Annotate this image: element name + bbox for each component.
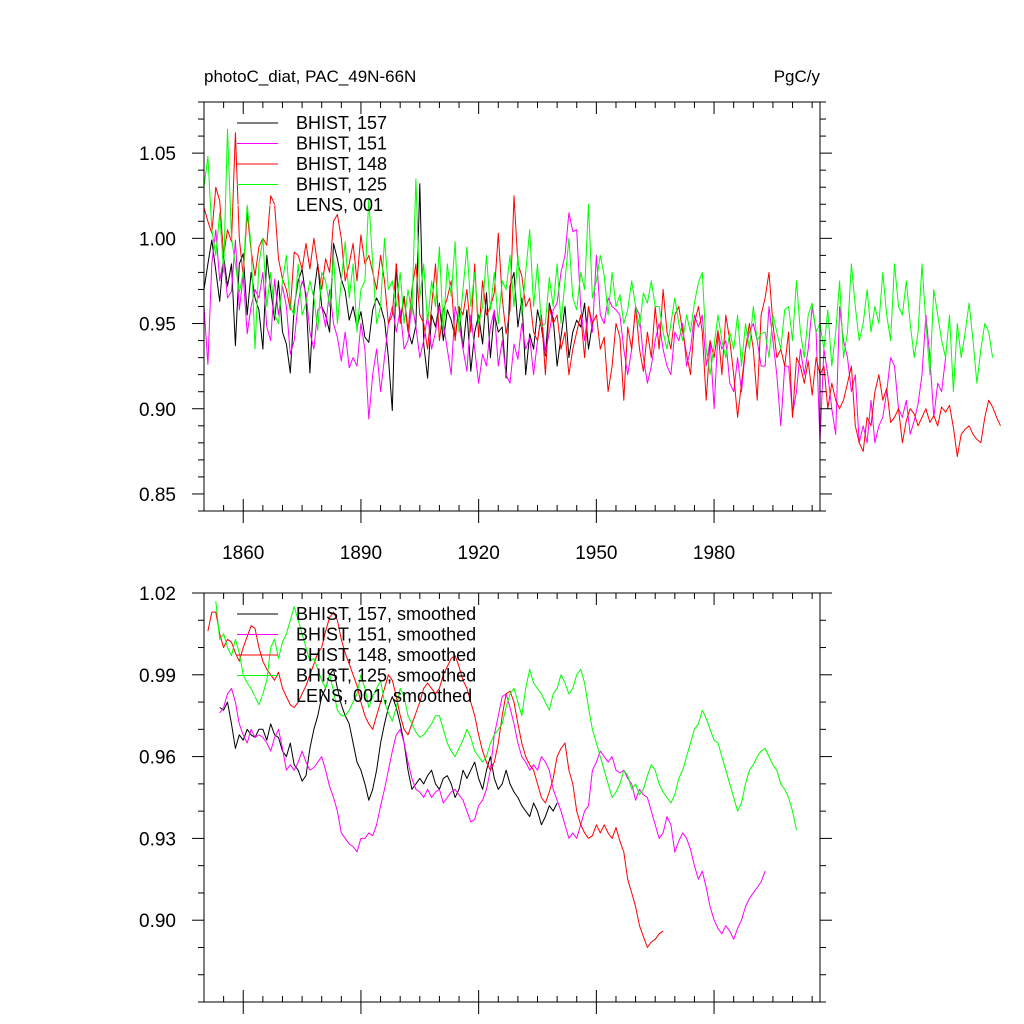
bottom-panel-frame	[203, 592, 821, 1003]
y-tick-label: 0.95	[139, 315, 176, 336]
series-line-3	[207, 611, 664, 948]
legend-label-2: BHIST, 151	[296, 134, 387, 154]
x-tick-label: 1950	[575, 543, 617, 564]
y-tick-label: 1.00	[139, 229, 176, 250]
series-line-2	[219, 687, 766, 940]
legend-label-4: BHIST, 125	[296, 175, 387, 195]
legend-label-4: BHIST, 125, smoothed	[296, 666, 476, 686]
series-line-2	[203, 212, 947, 444]
series-line-3	[203, 132, 1001, 457]
legend-label-2: BHIST, 151, smoothed	[296, 625, 476, 645]
y-tick-label: 1.05	[139, 144, 176, 165]
legend-label-3: BHIST, 148	[296, 154, 387, 174]
top-panel-units: PgC/y	[774, 67, 821, 86]
y-tick-label: 0.90	[139, 911, 176, 932]
y-tick-label: 0.96	[139, 748, 176, 769]
y-tick-label: 0.85	[139, 485, 176, 506]
y-tick-label: 1.02	[139, 584, 176, 605]
series-line-4	[203, 128, 994, 393]
legend-label-5: LENS, 001, smoothed	[296, 686, 472, 706]
x-tick-label: 1890	[340, 543, 382, 564]
y-tick-label: 0.99	[139, 666, 176, 687]
x-tick-label: 1980	[693, 543, 735, 564]
legend-label-3: BHIST, 148, smoothed	[296, 645, 476, 665]
x-tick-label: 1920	[458, 543, 500, 564]
x-tick-label: 1860	[222, 543, 264, 564]
top-panel-title: photoC_diat, PAC_49N-66N	[204, 67, 416, 86]
legend-label-1: BHIST, 157, smoothed	[296, 604, 476, 624]
y-tick-label: 0.90	[139, 400, 176, 421]
top-panel-frame	[203, 101, 821, 512]
top-panel: photoC_diat, PAC_49N-66N PgC/y BHIST, 15…	[139, 67, 1001, 564]
y-tick-label: 0.93	[139, 829, 176, 850]
legend-label-5: LENS, 001	[296, 195, 383, 215]
legend-label-1: BHIST, 157	[296, 113, 387, 133]
series-line-4	[215, 601, 797, 831]
